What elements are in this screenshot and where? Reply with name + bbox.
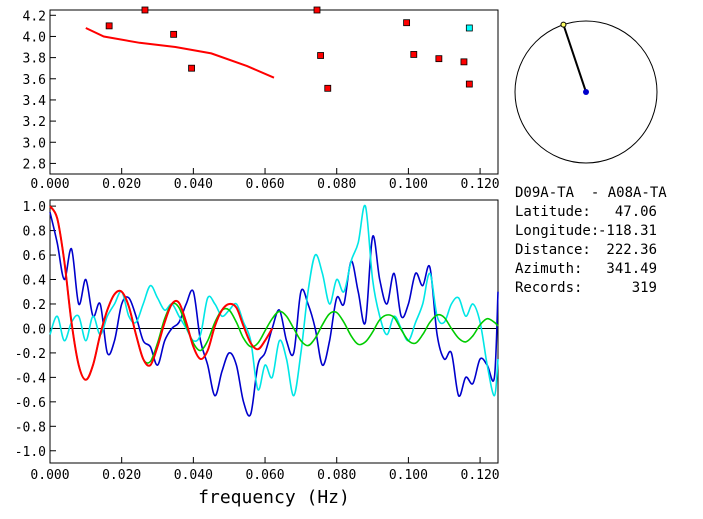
x-tick-label: 0.000: [30, 177, 69, 192]
data-point: [188, 64, 195, 72]
y-tick-label: 0.4: [23, 274, 47, 289]
top-plot-frame: [49, 9, 499, 175]
data-point: [170, 30, 178, 38]
info-label: Longitude:: [515, 223, 600, 239]
data-point: [460, 58, 468, 66]
info-row-distance: Distance: 222.36: [515, 241, 667, 260]
data-point: [435, 55, 443, 63]
y-tick-label: 3.2: [23, 115, 46, 130]
y-tick-label: 3.8: [23, 52, 46, 67]
y-tick-label: 0.0: [23, 322, 46, 337]
x-tick-label: 0.020: [102, 177, 141, 192]
info-value: 341.49: [606, 261, 657, 277]
x-tick-label: 0.060: [245, 468, 284, 483]
data-point: [141, 6, 149, 14]
x-tick-label: 0.040: [174, 177, 213, 192]
top-x-ticks: 0.000 0.020 0.040 0.060 0.080 0.100 0.120: [30, 168, 500, 192]
bottom-x-ticks: 0.000 0.020 0.040 0.060 0.080 0.100 0.120: [30, 457, 500, 483]
series-line-cyan: [49, 204, 499, 397]
y-tick-label: -0.4: [15, 371, 46, 386]
x-tick-label: 0.060: [245, 177, 284, 192]
fit-curve-group: [85, 27, 275, 79]
y-tick-label: -1.0: [15, 445, 46, 460]
data-point: [317, 52, 324, 59]
y-tick-label: -0.6: [15, 396, 46, 411]
x-tick-label: 0.000: [30, 468, 69, 483]
y-tick-label: 0.2: [23, 298, 46, 313]
azimuth-circle-panel: [514, 20, 658, 164]
azimuth-end-marker: [560, 21, 567, 28]
data-point: [105, 22, 113, 30]
azimuth-center-marker: [583, 89, 589, 95]
y-tick-label: 4.0: [23, 30, 46, 45]
data-point: [313, 6, 321, 14]
x-tick-label: 0.120: [461, 468, 500, 483]
y-tick-label: -0.8: [15, 420, 46, 435]
info-value: 47.06: [614, 204, 657, 220]
series-line-green: [49, 205, 499, 381]
station-info-panel: D09A-TA - A08A-TA Latitude: 47.06 Longitu…: [515, 184, 667, 298]
y-tick-label: -0.2: [15, 347, 46, 362]
y-tick-label: 0.8: [23, 225, 46, 240]
velocity-scatter-panel: 0.000 0.020 0.040 0.060 0.080 0.100 0.120 2.8 3…: [23, 6, 500, 192]
y-tick-label: 3.4: [23, 94, 47, 109]
x-axis-label: frequency (Hz): [198, 487, 350, 508]
azimuth-circle: [514, 20, 658, 164]
y-tick-label: 3.0: [23, 136, 46, 151]
bottom-y-ticks: 1.0 0.8 0.6 0.4 0.2 0.0 -0.2 -0.4 -0.6 -0.8 -1.0: [15, 200, 56, 460]
y-tick-label: 2.8: [23, 157, 46, 172]
y-tick-label: 4.2: [23, 9, 46, 24]
x-tick-label: 0.080: [317, 177, 356, 192]
azimuth-line: [562, 24, 587, 93]
info-row-azimuth: Azimuth: 341.49: [515, 260, 667, 279]
coherence-series: [49, 204, 499, 417]
station-pair-title: D09A-TA - A08A-TA: [515, 185, 667, 201]
info-label: Records:: [515, 280, 583, 296]
x-tick-label: 0.080: [317, 468, 356, 483]
x-tick-label: 0.100: [389, 177, 428, 192]
top-y-ticks: 2.8 3.0 3.2 3.4 3.6 3.8 4.0 4.2: [23, 9, 56, 172]
info-row-records: Records: 319: [515, 279, 667, 298]
x-tick-label: 0.100: [389, 468, 428, 483]
series-line-blue: [49, 212, 499, 417]
data-point: [324, 84, 332, 92]
info-label: Latitude:: [515, 204, 591, 220]
fit-curve: [85, 27, 275, 79]
info-label: Distance:: [515, 242, 591, 258]
coherence-panel: 0.000 0.020 0.040 0.060 0.080 0.100 0.120 1.0 0…: [15, 199, 500, 508]
bottom-plot-frame: [49, 199, 499, 464]
info-row-latitude: Latitude: 47.06: [515, 203, 667, 222]
x-tick-label: 0.040: [174, 468, 213, 483]
scatter-points: [105, 6, 473, 92]
info-value: 222.36: [606, 242, 657, 258]
y-tick-label: 0.6: [23, 249, 46, 264]
y-tick-label: 3.6: [23, 73, 46, 88]
info-label: Azimuth:: [515, 261, 583, 277]
info-value: 319: [631, 280, 657, 296]
y-tick-label: 1.0: [23, 200, 46, 215]
data-point: [410, 51, 418, 58]
series-line-red: [49, 205, 274, 381]
x-tick-label: 0.120: [461, 177, 500, 192]
info-row-longitude: Longitude: -118.31: [515, 222, 667, 241]
data-point: [465, 80, 473, 88]
highlighted-point: [465, 24, 473, 32]
data-point: [403, 19, 411, 27]
x-tick-label: 0.020: [102, 468, 141, 483]
info-value: -118.31: [597, 223, 657, 239]
